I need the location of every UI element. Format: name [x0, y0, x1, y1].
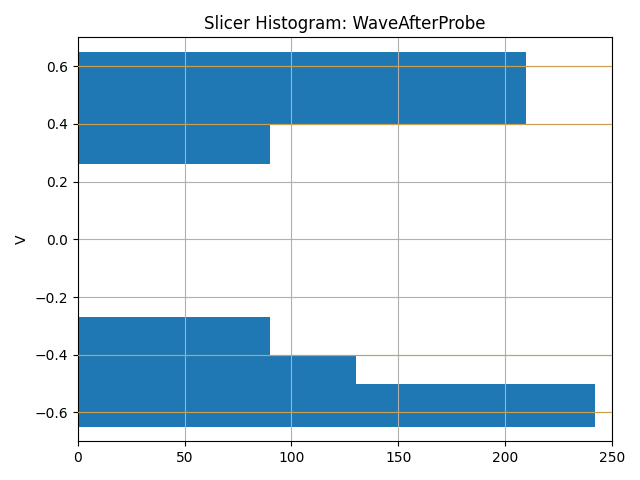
Bar — [78, 52, 270, 164]
Title: Slicer Histogram: WaveAfterProbe: Slicer Histogram: WaveAfterProbe — [204, 15, 486, 33]
Bar — [78, 355, 356, 427]
Bar — [78, 384, 595, 427]
Bar — [78, 317, 270, 427]
Y-axis label: V: V — [15, 235, 29, 244]
Bar — [78, 89, 366, 124]
Bar — [78, 52, 527, 124]
